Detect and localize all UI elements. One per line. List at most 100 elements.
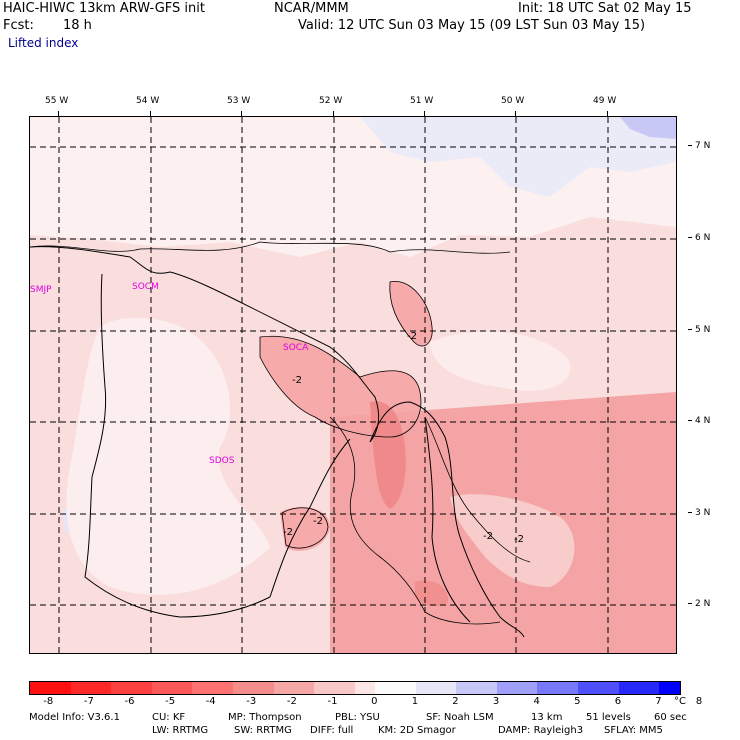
color-scale-tick-label: 2 xyxy=(452,696,459,707)
color-scale-tick-label: -8 xyxy=(43,696,54,707)
color-scale-tick-label: 5 xyxy=(574,696,581,707)
lon-tick xyxy=(515,111,516,116)
color-scale-tick-label: 0 xyxy=(371,696,378,707)
field-name: Lifted index xyxy=(8,36,79,50)
color-scale-swatch xyxy=(618,682,639,694)
color-scale-tick-label: 4 xyxy=(533,696,540,707)
lat-label: 7 N xyxy=(688,141,710,151)
footer-sw: SW: RRTMG xyxy=(234,725,292,736)
lat-label: 5 N xyxy=(688,325,710,335)
coastline xyxy=(30,246,525,638)
forecast-label: Fcst: xyxy=(3,18,34,33)
footer-timestep: 60 sec xyxy=(654,712,687,723)
lon-tick xyxy=(241,111,242,116)
model-title: HAIC-HIWC 13km ARW-GFS init xyxy=(3,1,205,16)
color-scale-swatch xyxy=(537,682,558,694)
init-time: Init: 18 UTC Sat 02 May 15 xyxy=(518,1,692,16)
contour-label: -2 xyxy=(514,534,524,545)
legend-unit: °C xyxy=(674,696,686,707)
color-scale xyxy=(29,681,681,695)
color-scale-swatch xyxy=(435,682,457,694)
contour-label: -2 xyxy=(283,527,293,538)
color-scale-swatch xyxy=(638,682,660,694)
institution: NCAR/MMM xyxy=(274,1,349,16)
color-scale-swatch xyxy=(253,682,274,694)
contour-label: -2 xyxy=(483,531,493,542)
color-scale-swatch xyxy=(334,682,355,694)
color-scale-swatch xyxy=(598,682,619,694)
lat-label: 4 N xyxy=(688,416,710,426)
color-scale-tick-label: -6 xyxy=(124,696,135,707)
color-scale-swatch xyxy=(354,682,376,694)
color-scale-swatch xyxy=(111,682,132,694)
color-scale-tick-label: 8 xyxy=(695,696,703,707)
shading-minus3-south xyxy=(415,580,449,607)
color-scale-swatch xyxy=(232,682,254,694)
forecast-hour: 18 h xyxy=(63,18,92,33)
lon-label: 49 W xyxy=(593,96,617,106)
color-scale-swatch xyxy=(314,682,335,694)
footer-damp: DAMP: Rayleigh3 xyxy=(498,725,584,736)
color-scale-swatch xyxy=(415,682,436,694)
lon-label: 55 W xyxy=(45,96,69,106)
footer-resolution: 13 km xyxy=(531,712,563,723)
lon-label: 52 W xyxy=(319,96,343,106)
color-scale-swatch xyxy=(50,682,71,694)
color-scale-tick-label: 3 xyxy=(492,696,500,707)
lon-tick xyxy=(150,111,151,116)
shading-positive-top-right xyxy=(620,117,676,139)
color-scale-tick-label: 7 xyxy=(655,696,662,707)
lon-tick xyxy=(424,111,425,116)
color-scale-tick-label: -5 xyxy=(165,696,176,707)
lat-label: 2 N xyxy=(688,599,710,609)
footer-mp: MP: Thompson xyxy=(228,712,302,723)
shading-minus3-core xyxy=(370,401,406,509)
grid-lines xyxy=(30,117,676,653)
color-scale-swatch xyxy=(192,682,213,694)
color-scale-swatch xyxy=(375,682,396,694)
color-scale-swatch xyxy=(273,682,294,694)
lon-label: 50 W xyxy=(501,96,525,106)
footer-pbl: PBL: YSU xyxy=(335,712,380,723)
footer-levels: 51 levels xyxy=(586,712,631,723)
color-scale-swatch xyxy=(578,682,599,694)
contour-lines xyxy=(30,241,531,625)
color-scale-swatch xyxy=(131,682,152,694)
color-scale-swatch xyxy=(151,682,173,694)
shading-minus2-blob xyxy=(389,281,433,347)
color-scale-tick-label: 6 xyxy=(614,696,622,707)
color-scale-swatch xyxy=(293,682,315,694)
color-scale-swatch xyxy=(172,682,193,694)
lon-tick xyxy=(333,111,334,116)
lon-label: 51 W xyxy=(410,96,434,106)
color-scale-swatch xyxy=(395,682,416,694)
color-scale-swatch xyxy=(90,682,112,694)
station-label: SDOS xyxy=(209,456,235,466)
shading-ocean-pale xyxy=(430,331,571,391)
color-scale-tick-label: 1 xyxy=(411,696,419,707)
lifted-index-map: SMJP SOCM SOCA SDOS -2 -2 -2 -2 -2 -2 xyxy=(29,116,677,654)
footer-sflay: SFLAY: MM5 xyxy=(604,725,663,736)
shading-positive-north xyxy=(360,117,676,197)
lon-label: 54 W xyxy=(136,96,160,106)
footer-sf: SF: Noah LSM xyxy=(426,712,494,723)
lat-label: 3 N xyxy=(688,508,710,518)
color-scale-tick-label: -7 xyxy=(83,696,94,707)
color-scale-tick-label: -3 xyxy=(246,696,257,707)
contour-label: -2 xyxy=(292,375,302,386)
station-label: SMJP xyxy=(30,285,52,295)
color-scale-swatch xyxy=(212,682,233,694)
station-label: SOCA xyxy=(283,343,309,353)
color-scale-swatch xyxy=(659,682,680,694)
shading-land-pale xyxy=(66,317,270,595)
shading-minus2-sw xyxy=(280,507,330,551)
station-label: SOCM xyxy=(132,282,159,292)
shading-ocean-light xyxy=(450,494,575,587)
color-scale-swatch xyxy=(476,682,497,694)
lat-label: 6 N xyxy=(688,233,710,243)
footer-diff: DIFF: full xyxy=(310,725,354,736)
contour-label: -2 xyxy=(407,331,417,342)
footer-lw: LW: RRTMG xyxy=(152,725,209,736)
color-scale-tick-label: -2 xyxy=(286,696,297,707)
footer-model-info: Model Info: V3.6.1 xyxy=(29,712,120,723)
